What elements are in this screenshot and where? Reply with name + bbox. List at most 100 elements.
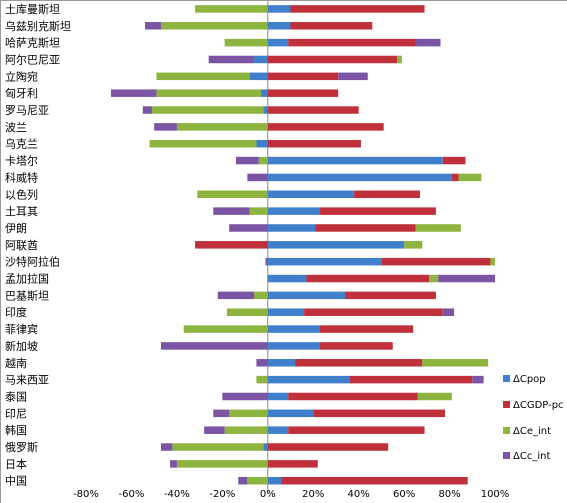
bar-segment (338, 72, 368, 81)
bar-segment (315, 224, 416, 232)
category-label: 孟加拉国 (5, 272, 49, 286)
legend-swatch (503, 375, 510, 382)
bar-segment (160, 443, 173, 451)
bar-segment (458, 173, 482, 182)
bar-segment (304, 308, 443, 316)
bar-segment (229, 224, 268, 232)
bar-segment (267, 443, 389, 451)
bar-segment (438, 274, 495, 283)
x-tick-label: 100% (481, 489, 510, 500)
category-label: 泰国 (5, 389, 27, 403)
bar-segment (404, 241, 423, 249)
category-label: 匈牙利 (5, 86, 38, 100)
bar-segment (267, 375, 350, 384)
category-label: 立陶宛 (5, 69, 38, 83)
bar-segment (256, 375, 268, 384)
category-label: 阿尔巴尼亚 (5, 53, 60, 66)
bar-segment (256, 359, 268, 367)
bar-segment (267, 5, 291, 13)
bar-segment (142, 106, 152, 114)
x-tick-label: 40% (348, 489, 370, 500)
bar-segment (397, 55, 402, 64)
bar-segment (183, 325, 268, 333)
bar-segment (235, 156, 259, 165)
bar-segment (415, 224, 461, 232)
bar-segment (247, 476, 268, 485)
category-label: 日本 (5, 457, 27, 471)
legend-swatch (503, 427, 510, 434)
bar-segment (170, 460, 177, 468)
category-labels: 土库曼斯坦乌兹别克斯坦哈萨克斯坦阿尔巴尼亚立陶宛匈牙利罗马尼亚波兰乌克兰卡塔尔科… (5, 2, 71, 488)
bar-segment (247, 173, 268, 182)
bar-segment (422, 359, 489, 367)
bar-segment (249, 72, 268, 81)
bar-segment (442, 308, 455, 316)
bar-segment (267, 106, 359, 114)
bar-segment (320, 325, 414, 333)
bar-segment (229, 409, 268, 418)
bar-segment (490, 257, 495, 266)
category-label: 卡塔尔 (5, 155, 38, 168)
bar-segment (176, 460, 268, 468)
bar-segment (224, 38, 268, 47)
bar-segment (195, 5, 268, 13)
bar-segment (290, 5, 425, 13)
bar-segment (249, 207, 268, 215)
bar-segment (254, 291, 268, 300)
bar-segment (417, 392, 452, 401)
bar-segment (260, 89, 268, 97)
bar-segment (267, 22, 291, 30)
bar-segment (267, 392, 289, 401)
bar-segment (267, 190, 355, 199)
x-tick-label: -20% (209, 489, 235, 500)
legend-label: ΔCe_int (513, 426, 551, 437)
x-tick-label: 80% (438, 489, 460, 500)
legend: ΔCpop ΔCGDP-pc ΔCe_int ΔCc_int (503, 374, 564, 462)
bar-segment (258, 156, 268, 165)
bar-segment (151, 106, 264, 114)
bar-segment (295, 359, 423, 367)
bar-segment (172, 443, 264, 451)
bar-segment (267, 38, 289, 47)
bar-segment (160, 22, 268, 30)
legend-label: ΔCpop (513, 374, 546, 385)
category-label: 哈萨克斯坦 (5, 36, 60, 50)
bar-segment (288, 392, 418, 401)
x-tick-labels: -80% -60% -40% -20% 0% 20% 40% 60% 80% 100% (73, 489, 509, 500)
bar-segment (195, 241, 268, 249)
bar-segment (267, 207, 321, 215)
legend-swatch (503, 401, 510, 408)
bar-segment (267, 224, 316, 232)
bar-segment (149, 139, 257, 148)
bar-segment (267, 291, 346, 300)
bar-segment (238, 476, 248, 485)
bar-segment (263, 106, 268, 114)
bar-segment (451, 173, 459, 182)
bar-segment (254, 55, 268, 64)
bars (110, 5, 495, 485)
bar-segment (267, 173, 452, 182)
x-tick-label: 20% (302, 489, 324, 500)
bar-segment (415, 38, 441, 47)
bar-segment (267, 139, 361, 148)
bar-segment (267, 55, 398, 64)
bar-segment (213, 409, 230, 418)
bar-segment (345, 291, 436, 300)
bar-segment (265, 257, 268, 266)
bar-segment (472, 375, 484, 384)
x-tick-label: -60% (119, 489, 145, 500)
x-tick-label: -80% (73, 489, 99, 500)
bar-segment (267, 156, 443, 165)
category-label: 新加坡 (5, 339, 38, 353)
bar-segment (145, 22, 161, 30)
bar-segment (263, 443, 268, 451)
category-label: 印度 (5, 305, 27, 319)
category-label: 菲律宾 (5, 322, 38, 336)
bar-segment (354, 190, 421, 199)
bar-segment (176, 123, 268, 131)
bar-segment (226, 308, 268, 316)
bar-segment (288, 38, 416, 47)
category-label: 沙特阿拉伯 (5, 255, 60, 269)
bar-segment (442, 156, 466, 165)
